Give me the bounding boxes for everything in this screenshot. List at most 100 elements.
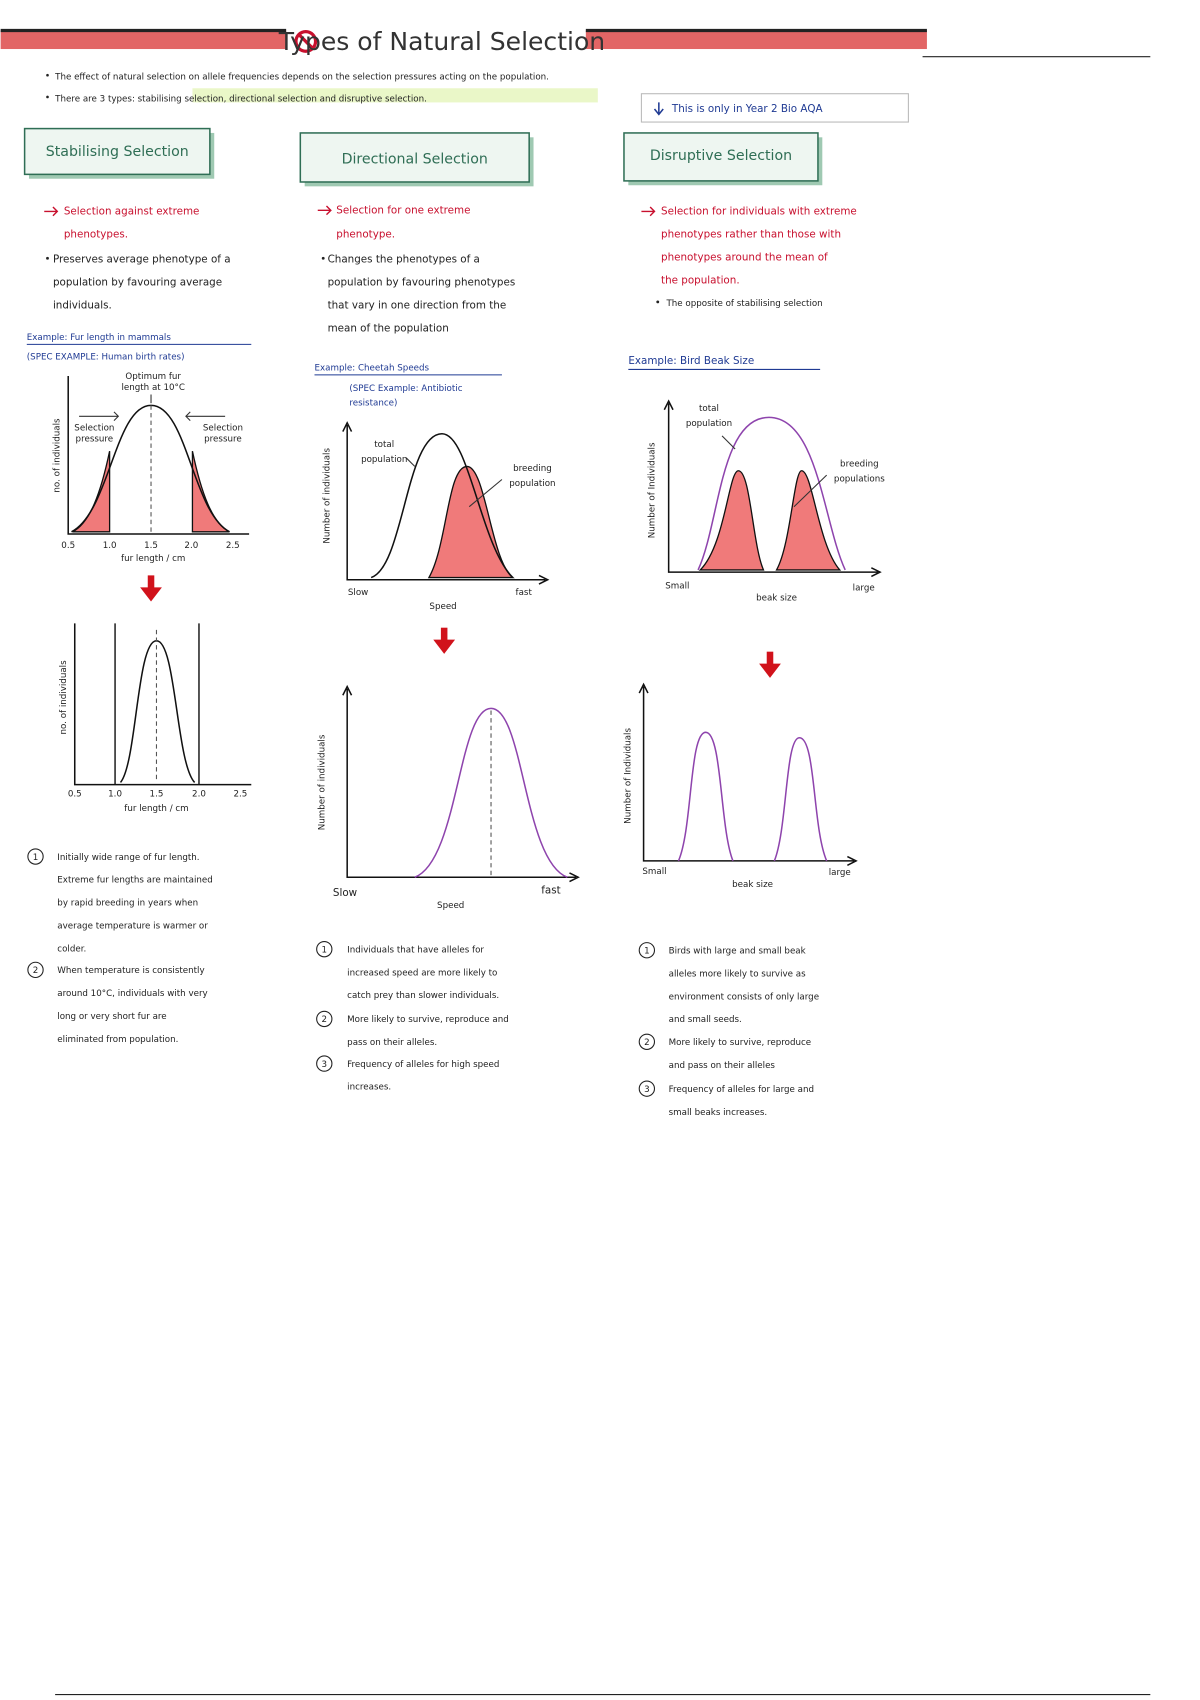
bullet: [321, 256, 325, 260]
note-marker: [638, 1080, 656, 1097]
bullet: [46, 256, 49, 260]
text: 1: [322, 945, 328, 955]
text: There are 3 types: stabilising selection…: [54, 94, 427, 104]
text: phenotypes.: [64, 229, 128, 241]
text: resistance): [349, 398, 397, 408]
text: Birds with large and small beak: [669, 947, 807, 957]
text: population by favouring phenotypes: [328, 277, 516, 289]
graph-directional-after: [342, 684, 580, 883]
graph-stabilising-before: [67, 375, 250, 535]
text: Optimum fur: [125, 372, 181, 382]
text: beak size: [756, 593, 797, 603]
text: pressure: [76, 434, 114, 444]
text: increased speed are more likely to: [347, 968, 497, 978]
text: More likely to survive, reproduce: [669, 1038, 812, 1048]
text: eliminated from population.: [57, 1035, 178, 1045]
text: population: [686, 419, 732, 429]
down-arrow: [759, 651, 781, 678]
text: The effect of natural selection on allel…: [54, 73, 549, 83]
text: Types of Natural Selection: [278, 27, 605, 56]
graph-disruptive-before: [663, 399, 882, 578]
text: and small seeds.: [669, 1015, 742, 1025]
text: large: [853, 584, 875, 594]
text: fast: [541, 885, 560, 897]
heading-box: [623, 132, 823, 186]
note-marker: [27, 961, 44, 979]
heading-box: [23, 127, 215, 179]
text: breeding: [513, 464, 552, 474]
text: 2: [644, 1038, 650, 1048]
bullet-arrow: [44, 206, 59, 217]
text: that vary in one direction from the: [328, 299, 507, 311]
graph-disruptive-after: [638, 682, 858, 866]
text: no. of individuals: [52, 418, 62, 493]
text: Slow: [348, 588, 368, 598]
text: Number of Individuals: [647, 442, 657, 538]
text: Changes the phenotypes of a: [328, 254, 480, 266]
note-arrow: [653, 102, 664, 116]
text: the population.: [661, 274, 740, 286]
graph-directional-before: [342, 421, 550, 585]
note-marker: [27, 848, 44, 865]
note-box: [640, 93, 909, 123]
text: More likely to survive, reproduce and: [347, 1015, 509, 1025]
text: catch prey than slower individuals.: [347, 991, 499, 1001]
text: environment consists of only large: [669, 992, 819, 1002]
note-marker: [638, 942, 656, 959]
text: phenotypes around the mean of: [661, 251, 828, 263]
text: Small: [665, 581, 689, 591]
text: 2.0: [184, 541, 198, 551]
text: increases.: [347, 1083, 391, 1093]
text: Slow: [333, 887, 358, 899]
text: 2: [322, 1015, 328, 1025]
text: mean of the population: [328, 322, 449, 334]
header-bar: [0, 30, 287, 50]
note-marker: [638, 1033, 656, 1050]
text: 3: [322, 1060, 328, 1070]
text: (SPEC EXAMPLE: Human birth rates): [27, 353, 185, 363]
text: 1.0: [103, 541, 117, 551]
text: Selection for individuals with extreme: [661, 206, 857, 218]
text: no. of individuals: [59, 660, 69, 735]
bullet-arrow: [641, 206, 656, 217]
text: (SPEC Example: Antibiotic: [349, 384, 462, 394]
text: The opposite of stabilising selection: [665, 299, 822, 309]
prohibit-icon: [294, 29, 318, 53]
bullet-arrow: [317, 205, 332, 216]
text: Selection: [203, 423, 243, 433]
header-bar: [585, 30, 927, 50]
note-marker: [316, 1055, 333, 1072]
text: 1.5: [150, 790, 164, 800]
text: and pass on their alleles: [669, 1061, 776, 1071]
text: Number of Individuals: [624, 728, 634, 824]
text: by rapid breeding in years when: [57, 899, 198, 909]
text: 2.5: [233, 790, 247, 800]
text: large: [829, 868, 851, 878]
text: fur length / cm: [121, 554, 185, 564]
text: Disruptive Selection: [650, 148, 792, 164]
text: fur length / cm: [124, 804, 188, 814]
text: Number of individuals: [323, 448, 333, 544]
text: pass on their alleles.: [347, 1038, 437, 1048]
text: phenotype.: [336, 229, 395, 241]
text: Number of individuals: [317, 734, 327, 830]
bullet: [46, 73, 49, 77]
bullet: [46, 95, 49, 99]
text: around 10°C, individuals with very: [57, 989, 207, 999]
text: 3: [644, 1085, 650, 1095]
text: Speed: [429, 602, 456, 612]
text: Stabilising Selection: [46, 144, 189, 160]
text: 2: [33, 966, 39, 976]
text: Selection against extreme: [64, 206, 200, 218]
heading-box: [299, 132, 534, 187]
text: average temperature is warmer or: [57, 921, 208, 931]
text: Extreme fur lengths are maintained: [57, 876, 213, 886]
text: 1: [644, 947, 650, 957]
note-marker: [316, 1010, 333, 1028]
text: fast: [516, 588, 533, 598]
down-arrow: [433, 627, 456, 654]
text: 0.5: [61, 541, 75, 551]
text: beak size: [732, 880, 773, 890]
text: Individuals that have alleles for: [347, 945, 484, 955]
